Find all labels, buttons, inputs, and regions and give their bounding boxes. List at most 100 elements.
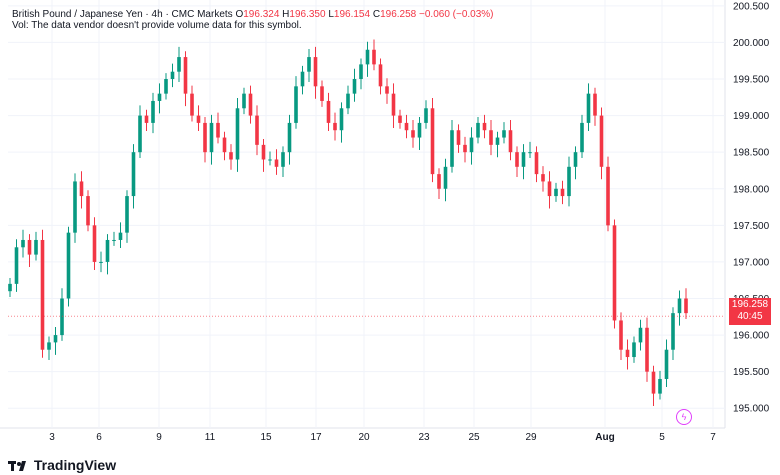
- candle-body: [450, 130, 454, 167]
- candle-body: [229, 152, 233, 160]
- candle-body: [216, 122, 220, 138]
- candle-body: [261, 144, 266, 160]
- candle-body: [398, 115, 402, 123]
- candle-body: [203, 122, 207, 153]
- candle-body: [671, 313, 675, 350]
- x-tick-label: 6: [96, 432, 102, 443]
- candle-body: [417, 122, 422, 138]
- candle-body: [378, 64, 383, 87]
- y-tick-label: 200.500: [733, 1, 770, 12]
- candle-body: [352, 79, 357, 94]
- y-tick-label: 197.000: [733, 257, 770, 268]
- candle-body: [86, 196, 90, 226]
- candle-body: [326, 100, 331, 123]
- change-value: −0.060 (−0.03%): [419, 9, 494, 20]
- candle-body: [27, 239, 32, 255]
- candle-body: [8, 283, 12, 292]
- candle-body: [638, 327, 643, 343]
- candle-body: [456, 130, 461, 145]
- candle-body: [391, 93, 396, 116]
- candle-body: [541, 174, 545, 182]
- candle-body: [346, 93, 350, 109]
- candle-body: [430, 108, 435, 175]
- y-tick-label: 196.000: [733, 331, 770, 342]
- candle-body: [632, 342, 636, 358]
- candle-body: [131, 152, 136, 197]
- candle-body: [508, 130, 513, 153]
- candle-body: [66, 232, 71, 299]
- candle-body: [645, 327, 649, 372]
- candle-body: [274, 159, 279, 167]
- candle-body: [612, 225, 617, 321]
- y-tick-label: 198.000: [733, 184, 770, 195]
- x-tick-label: 25: [468, 432, 480, 443]
- tradingview-logo[interactable]: TradingView: [8, 457, 116, 473]
- candle-body: [489, 130, 493, 145]
- candle-body: [573, 152, 578, 167]
- candle-body: [664, 349, 669, 379]
- candle-body: [21, 239, 25, 248]
- candle-body: [619, 320, 623, 350]
- candle-body: [268, 159, 272, 161]
- open-label: O: [235, 9, 244, 20]
- candle-body: [92, 225, 97, 262]
- candle-body: [560, 188, 565, 197]
- candle-body: [521, 152, 526, 167]
- last-price-value: 196.258: [731, 299, 769, 310]
- x-tick-label: 20: [358, 432, 370, 443]
- candle-body: [79, 181, 84, 197]
- candle-body: [495, 137, 500, 145]
- candle-body: [183, 57, 188, 94]
- candle-body: [469, 137, 474, 153]
- candle-body: [164, 79, 168, 94]
- candle-body: [443, 166, 448, 189]
- bar-countdown: 40:45: [737, 311, 763, 322]
- candle-body: [658, 378, 662, 394]
- candle-body: [190, 93, 194, 116]
- x-tick-label: 7: [710, 432, 716, 443]
- candle-body: [593, 93, 597, 116]
- candle-body: [294, 86, 298, 123]
- candle-body: [684, 298, 688, 314]
- candle-body: [534, 152, 539, 175]
- candle-body: [482, 122, 487, 131]
- high-value: 196.350: [289, 9, 326, 20]
- candle-body: [34, 239, 38, 255]
- candle-body: [209, 122, 214, 153]
- high-label: H: [282, 9, 290, 20]
- candle-body: [651, 371, 656, 394]
- last-price-tag: 196.258 40:45: [729, 298, 771, 325]
- volume-note: Vol: The data vendor doesn't provide vol…: [12, 20, 302, 31]
- x-tick-label: 5: [659, 432, 665, 443]
- candle-body: [118, 232, 123, 240]
- candle-body: [606, 166, 610, 226]
- candle-body: [255, 115, 259, 145]
- close-value: 196.258: [380, 9, 417, 20]
- candle-body: [287, 122, 292, 153]
- candle-body: [125, 196, 129, 233]
- symbol-title[interactable]: British Pound / Japanese Yen · 4h · CMC …: [12, 9, 233, 20]
- candle-body: [411, 130, 415, 138]
- candle-body: [170, 71, 175, 80]
- candle-body: [242, 93, 246, 109]
- y-tick-label: 198.500: [733, 148, 770, 159]
- candle-body: [112, 239, 116, 241]
- candle-body: [40, 239, 45, 350]
- candle-body: [437, 174, 441, 189]
- candle-body: [625, 349, 630, 358]
- candle-body: [138, 115, 142, 153]
- candle-body: [567, 166, 571, 197]
- candle-body: [515, 152, 519, 167]
- candle-body: [307, 57, 311, 72]
- candle-body: [281, 152, 285, 167]
- candle-body: [463, 144, 467, 153]
- candle-body: [222, 137, 227, 153]
- x-tick-label: Aug: [595, 432, 614, 443]
- candle-body: [151, 100, 155, 123]
- y-tick-label: 195.000: [733, 404, 770, 415]
- candle-body: [105, 239, 110, 262]
- candle-body: [365, 49, 370, 65]
- lightning-icon[interactable]: ϟ: [676, 409, 692, 425]
